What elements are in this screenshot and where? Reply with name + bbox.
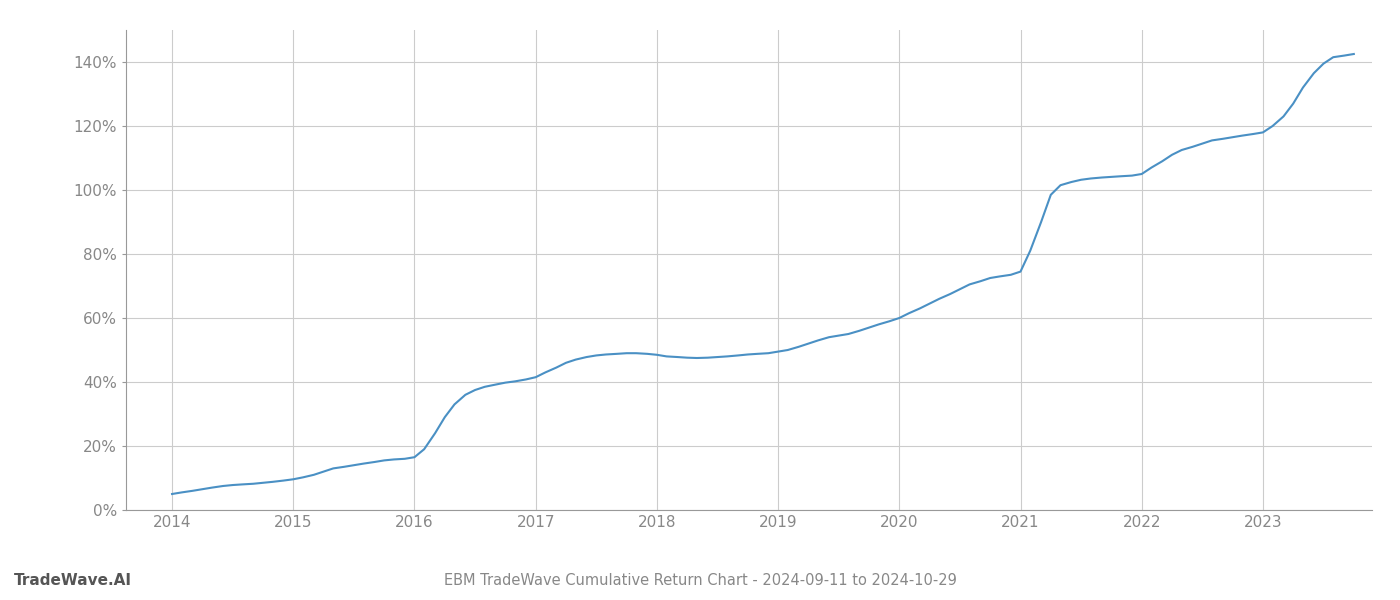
- Text: EBM TradeWave Cumulative Return Chart - 2024-09-11 to 2024-10-29: EBM TradeWave Cumulative Return Chart - …: [444, 573, 956, 588]
- Text: TradeWave.AI: TradeWave.AI: [14, 573, 132, 588]
